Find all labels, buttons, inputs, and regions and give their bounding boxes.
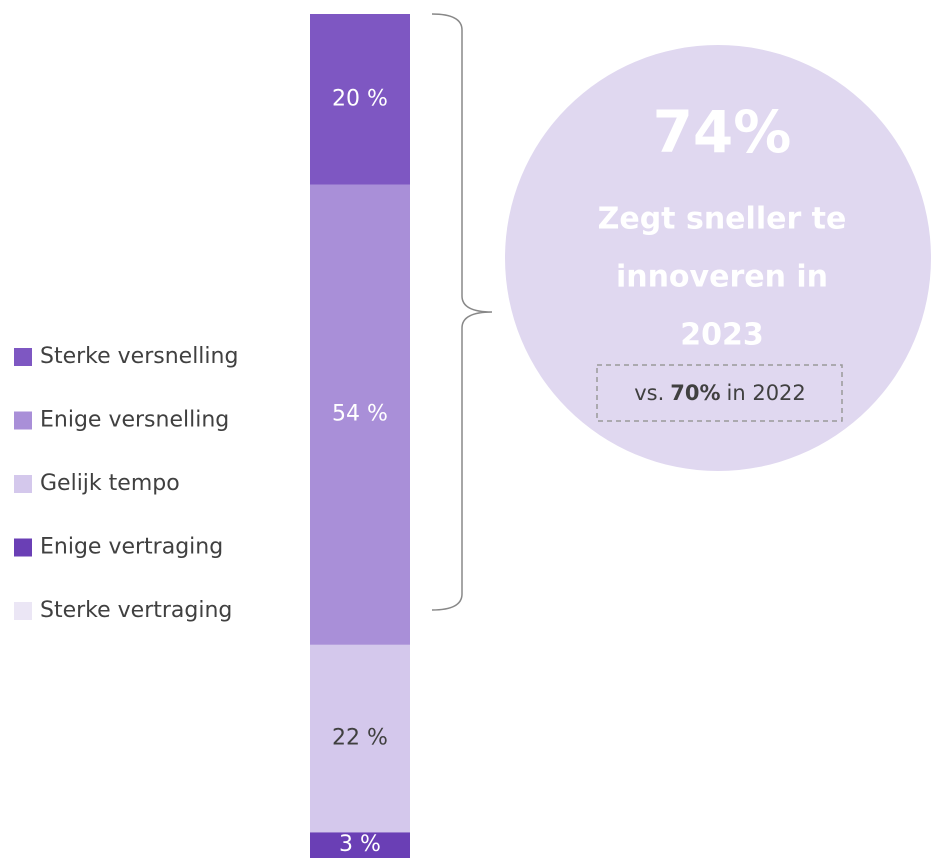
bar-segment <box>310 14 410 185</box>
legend-label: Gelijk tempo <box>40 471 180 496</box>
annotation-line: innoveren in <box>616 260 828 295</box>
comparison-value: 70% <box>670 381 720 405</box>
value-label: 3 % <box>339 832 381 857</box>
comparison-prefix: vs. <box>634 381 664 405</box>
comparison-text: vs. 70% in 2022 <box>634 381 806 405</box>
legend-label: Sterke vertraging <box>40 598 232 623</box>
annotation-headline: 74% <box>653 98 792 166</box>
legend-label: Enige versnelling <box>40 408 229 433</box>
value-label: 54 % <box>332 402 388 427</box>
legend-label: Enige vertraging <box>40 535 223 560</box>
value-label: 22 % <box>332 726 388 751</box>
comparison-box <box>596 364 843 422</box>
legend-swatch <box>14 602 32 620</box>
legend-label: Sterke versnelling <box>40 344 238 369</box>
bar-segment <box>310 644 410 833</box>
annotation-line: Zegt sneller te <box>598 202 847 237</box>
legend-swatch <box>14 411 32 430</box>
legend-swatch <box>14 538 32 557</box>
annotation-line: 2023 <box>680 318 764 353</box>
legend-swatch <box>14 475 32 493</box>
brace <box>431 13 493 611</box>
bar-segment <box>310 184 410 645</box>
value-label: 20 % <box>332 86 388 111</box>
bar-segment <box>310 832 410 858</box>
comparison-suffix: in 2022 <box>727 381 806 405</box>
legend-swatch <box>14 348 32 366</box>
